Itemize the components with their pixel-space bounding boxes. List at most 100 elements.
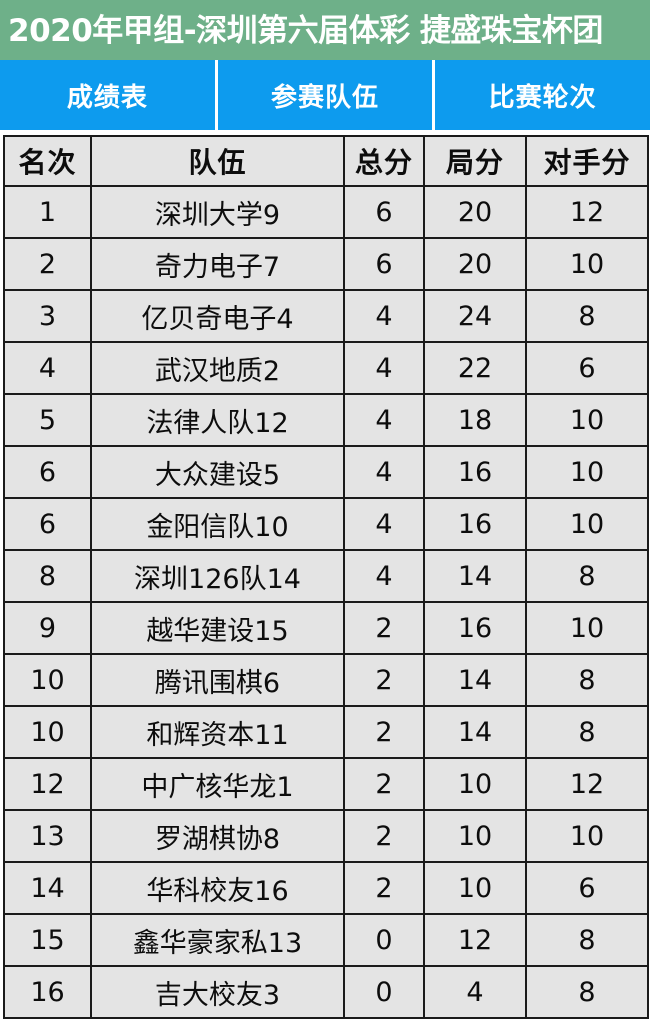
cell-rank: 10 (3, 653, 92, 707)
cell-game: 16 (423, 601, 527, 655)
cell-team: 腾讯围棋6 (90, 653, 345, 707)
table-header: 名次 队伍 总分 局分 对手分 (3, 135, 649, 187)
cell-total: 2 (343, 601, 425, 655)
cell-opponent: 12 (525, 185, 649, 239)
cell-rank: 16 (3, 965, 92, 1019)
cell-rank: 8 (3, 549, 92, 603)
cell-team: 亿贝奇电子4 (90, 289, 345, 343)
cell-game: 14 (423, 653, 527, 707)
table-row[interactable]: 16 吉大校友3 0 4 8 (3, 965, 649, 1019)
cell-team: 大众建设5 (90, 445, 345, 499)
cell-rank: 1 (3, 185, 92, 239)
cell-total: 4 (343, 445, 425, 499)
cell-team: 奇力电子7 (90, 237, 345, 291)
cell-game: 18 (423, 393, 527, 447)
table-row[interactable]: 10 和辉资本11 2 14 8 (3, 705, 649, 759)
cell-rank: 15 (3, 913, 92, 967)
cell-opponent: 12 (525, 757, 649, 811)
tab-standings-label: 成绩表 (66, 82, 148, 113)
cell-game: 10 (423, 757, 527, 811)
cell-team: 中广核华龙1 (90, 757, 345, 811)
tab-teams[interactable]: 参赛队伍 (214, 60, 433, 130)
cell-total: 2 (343, 861, 425, 915)
cell-total: 2 (343, 653, 425, 707)
cell-team: 和辉资本11 (90, 705, 345, 759)
cell-total: 4 (343, 341, 425, 395)
cell-total: 4 (343, 289, 425, 343)
table-row[interactable]: 14 华科校友16 2 10 6 (3, 861, 649, 915)
tab-bar: 成绩表 参赛队伍 比赛轮次 (0, 60, 650, 130)
cell-rank: 9 (3, 601, 92, 655)
cell-opponent: 8 (525, 705, 649, 759)
cell-rank: 3 (3, 289, 92, 343)
standings-table: 名次 队伍 总分 局分 对手分 1 深圳大学9 6 20 12 2 奇力电子7 6 20 10 3 亿… (3, 135, 649, 1019)
table-body: 1 深圳大学9 6 20 12 2 奇力电子7 6 20 10 3 亿贝奇电子4 4 24 8 4 武汉地质2 4… (3, 185, 649, 1019)
cell-total: 2 (343, 809, 425, 863)
cell-rank: 10 (3, 705, 92, 759)
cell-team: 鑫华豪家私13 (90, 913, 345, 967)
cell-opponent: 10 (525, 237, 649, 291)
cell-rank: 2 (3, 237, 92, 291)
cell-opponent: 10 (525, 809, 649, 863)
cell-total: 0 (343, 965, 425, 1019)
cell-game: 20 (423, 185, 527, 239)
table-row[interactable]: 6 金阳信队10 4 16 10 (3, 497, 649, 551)
cell-opponent: 8 (525, 549, 649, 603)
cell-opponent: 10 (525, 497, 649, 551)
cell-game: 4 (423, 965, 527, 1019)
table-row[interactable]: 4 武汉地质2 4 22 6 (3, 341, 649, 395)
cell-game: 16 (423, 497, 527, 551)
cell-game: 16 (423, 445, 527, 499)
table-row[interactable]: 13 罗湖棋协8 2 10 10 (3, 809, 649, 863)
tab-rounds-label: 比赛轮次 (488, 82, 597, 113)
cell-opponent: 10 (525, 445, 649, 499)
cell-rank: 5 (3, 393, 92, 447)
table-row[interactable]: 8 深圳126队14 4 14 8 (3, 549, 649, 603)
table-row[interactable]: 2 奇力电子7 6 20 10 (3, 237, 649, 291)
cell-team: 武汉地质2 (90, 341, 345, 395)
cell-total: 4 (343, 549, 425, 603)
cell-rank: 12 (3, 757, 92, 811)
table-row[interactable]: 5 法律人队12 4 18 10 (3, 393, 649, 447)
tab-rounds[interactable]: 比赛轮次 (432, 60, 650, 130)
cell-game: 14 (423, 549, 527, 603)
cell-game: 14 (423, 705, 527, 759)
cell-total: 2 (343, 705, 425, 759)
cell-rank: 6 (3, 497, 92, 551)
cell-team: 越华建设15 (90, 601, 345, 655)
cell-team: 吉大校友3 (90, 965, 345, 1019)
cell-game: 22 (423, 341, 527, 395)
cell-rank: 14 (3, 861, 92, 915)
cell-total: 2 (343, 757, 425, 811)
cell-team: 罗湖棋协8 (90, 809, 345, 863)
table-header-row: 名次 队伍 总分 局分 对手分 (3, 135, 649, 187)
table-row[interactable]: 6 大众建设5 4 16 10 (3, 445, 649, 499)
cell-team: 金阳信队10 (90, 497, 345, 551)
cell-game: 12 (423, 913, 527, 967)
cell-opponent: 8 (525, 913, 649, 967)
table-row[interactable]: 3 亿贝奇电子4 4 24 8 (3, 289, 649, 343)
cell-total: 0 (343, 913, 425, 967)
cell-total: 4 (343, 393, 425, 447)
tab-teams-label: 参赛队伍 (271, 82, 380, 113)
tab-standings[interactable]: 成绩表 (0, 60, 215, 130)
cell-game: 24 (423, 289, 527, 343)
cell-opponent: 10 (525, 601, 649, 655)
cell-game: 10 (423, 809, 527, 863)
table-row[interactable]: 10 腾讯围棋6 2 14 8 (3, 653, 649, 707)
cell-opponent: 8 (525, 965, 649, 1019)
column-header-total: 总分 (343, 135, 425, 187)
standings-table-container: 名次 队伍 总分 局分 对手分 1 深圳大学9 6 20 12 2 奇力电子7 6 20 10 3 亿… (3, 135, 649, 1019)
column-header-rank: 名次 (3, 135, 92, 187)
cell-total: 6 (343, 237, 425, 291)
cell-rank: 6 (3, 445, 92, 499)
cell-opponent: 6 (525, 341, 649, 395)
table-row[interactable]: 15 鑫华豪家私13 0 12 8 (3, 913, 649, 967)
table-row[interactable]: 12 中广核华龙1 2 10 12 (3, 757, 649, 811)
cell-total: 4 (343, 497, 425, 551)
cell-opponent: 8 (525, 653, 649, 707)
table-row[interactable]: 1 深圳大学9 6 20 12 (3, 185, 649, 239)
table-row[interactable]: 9 越华建设15 2 16 10 (3, 601, 649, 655)
page-title: 2020年甲组-深圳第六届体彩 捷盛珠宝杯团 (8, 12, 603, 49)
column-header-opponent: 对手分 (525, 135, 649, 187)
